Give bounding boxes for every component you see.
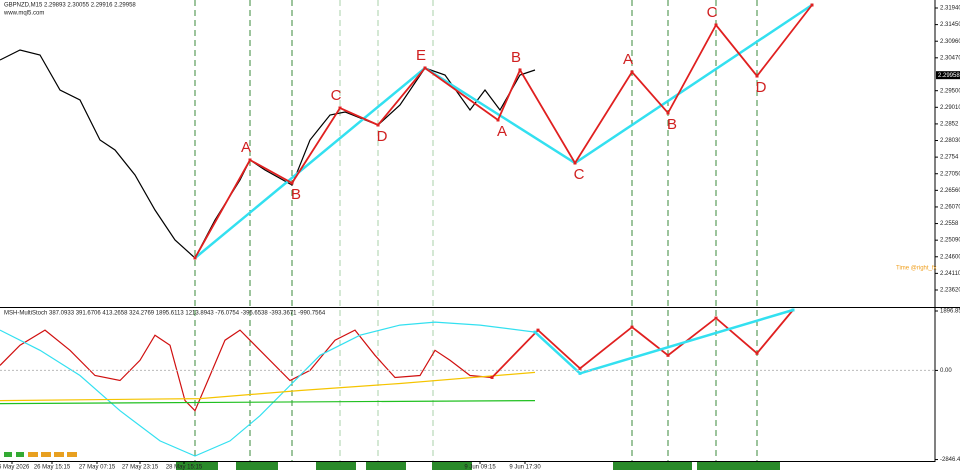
wave-point (518, 68, 522, 72)
x-tick-label: 9 Jun 17:30 (509, 465, 541, 471)
wave-label: C (574, 166, 585, 183)
toolbar (4, 452, 77, 457)
y-tick-label: 2.30960 (940, 39, 960, 45)
wave-point (791, 308, 795, 312)
time-highlight (316, 462, 356, 470)
time-highlight (697, 462, 739, 470)
y-tick-label: 2.2852 (940, 121, 959, 127)
wave-point (536, 328, 540, 332)
y-tick-label: 0.00 (940, 368, 952, 374)
period-lines (176, 0, 780, 470)
toolbar-button[interactable] (67, 452, 77, 457)
wave-point (533, 330, 537, 334)
toolbar-button[interactable] (4, 452, 12, 457)
wave-point (630, 70, 634, 74)
series-line (194, 4, 813, 259)
indicator-title: MSH-MultiStoch 387.0933 391.6706 413.265… (4, 311, 326, 317)
y-tick-label: 2.23620 (940, 288, 960, 294)
y-tick-label: -2846.4543 (940, 457, 960, 463)
y-tick-label: 2.25090 (940, 238, 960, 244)
time-highlight (650, 462, 692, 470)
wave-point (338, 106, 342, 110)
y-tick-label: 2.31940 (940, 6, 960, 12)
price-tag-label: 2.29958 (938, 73, 960, 79)
time-highlight (176, 462, 218, 470)
wave-point (755, 351, 759, 355)
wave-point (666, 111, 670, 115)
y-tick-label: 2.28030 (940, 138, 960, 144)
wave-point (810, 3, 814, 7)
wave-point (755, 74, 759, 78)
y-tick-label: 2.27050 (940, 171, 960, 177)
wave-label: D (756, 79, 767, 96)
chart-subtitle: www.mql5.com (3, 11, 44, 17)
chart-title: GBPNZD,M15 2.29893 2.30055 2.29916 2.299… (4, 3, 136, 9)
wave-point (193, 256, 197, 260)
time-highlight (738, 462, 780, 470)
wave-point (376, 123, 380, 127)
x-tick-label: 9 Jun 09:15 (464, 465, 496, 471)
wave-label: E (416, 47, 426, 64)
wave-label: C (331, 87, 342, 104)
wave-label: A (623, 51, 633, 68)
wave-point (290, 181, 294, 185)
x-tick-label: 28 May 15:15 (166, 465, 203, 471)
time-highlight (432, 462, 472, 470)
y-tick-label: 2.29500 (940, 88, 960, 94)
wave-point (714, 23, 718, 27)
series-line (0, 321, 536, 457)
wave-point (248, 158, 252, 162)
wave-point (666, 353, 670, 357)
wave-point (578, 371, 582, 375)
x-tick-label: 26 May 15:15 (34, 465, 71, 471)
plot-area: A B C D E A B C A B C D E (0, 0, 814, 457)
wave-point (714, 316, 718, 320)
wave-point (578, 366, 582, 370)
toolbar-button[interactable] (54, 452, 64, 457)
series-line (0, 329, 493, 412)
wave-point (496, 118, 500, 122)
wave-label: B (667, 116, 677, 133)
wave-point (490, 375, 494, 379)
y-tick-label: 2.30470 (940, 55, 960, 61)
y-tick-label: 2.2754 (940, 155, 959, 161)
wave-label: E (803, 0, 813, 1)
y-tick-label: 2.26560 (940, 188, 960, 194)
y-tick-label: 2.24110 (940, 271, 960, 277)
wave-point (573, 161, 577, 165)
series-line (0, 371, 536, 402)
series-line (0, 400, 536, 405)
toolbar-button[interactable] (28, 452, 38, 457)
price-tag (936, 71, 960, 80)
x-tick-label: 26 May 2026 (0, 465, 30, 471)
wave-point (630, 325, 634, 329)
wave-label: A (497, 123, 507, 140)
wave-label: C (707, 4, 718, 21)
wave-label: D (377, 128, 388, 145)
toolbar-button[interactable] (41, 452, 51, 457)
wave-label: B (511, 49, 521, 66)
wave-point (423, 66, 427, 70)
time-highlight (236, 462, 278, 470)
y-tick-label: 2.24600 (940, 254, 960, 260)
toolbar-button[interactable] (16, 452, 24, 457)
x-tick-label: 27 May 23:15 (122, 465, 159, 471)
wave-label: B (291, 186, 301, 203)
watermark: Time @right_fx (896, 266, 937, 272)
y-tick-label: 2.2558 (940, 221, 959, 227)
y-tick-label: 1896.8533 (940, 309, 960, 315)
series-line (491, 309, 794, 379)
wave-label: A (241, 139, 251, 156)
x-tick-label: 27 May 07:15 (79, 465, 116, 471)
y-tick-label: 2.31450 (940, 22, 960, 28)
y-tick-label: 2.29010 (940, 105, 960, 111)
time-highlight (613, 462, 655, 470)
y-tick-label: 2.26070 (940, 205, 960, 211)
time-highlight (366, 462, 406, 470)
